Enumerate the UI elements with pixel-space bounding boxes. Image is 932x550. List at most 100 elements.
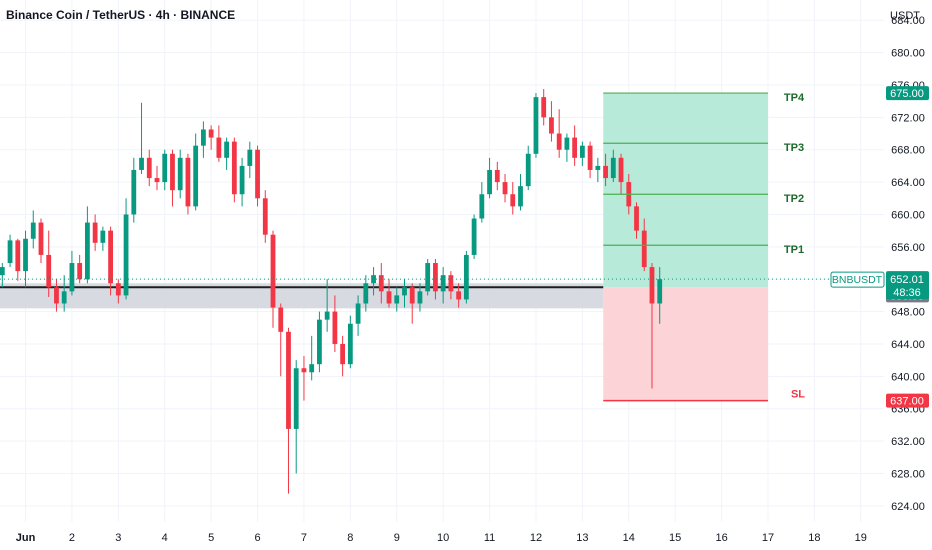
candle-body: [409, 287, 415, 304]
candle-body: [193, 145, 199, 207]
candle-body: [479, 194, 485, 219]
candle-body: [100, 230, 106, 243]
candles: [0, 89, 663, 494]
price-tick-label: 632.00: [891, 436, 925, 448]
candle-body: [549, 117, 554, 134]
candle-body: [425, 263, 431, 292]
time-tick-label: 14: [623, 532, 635, 544]
price-tick-label: 648.00: [891, 307, 925, 319]
candle-body: [309, 364, 315, 373]
position-zones: [603, 93, 768, 401]
time-tick-label: 5: [208, 532, 214, 544]
time-tick-label: 15: [669, 532, 681, 544]
time-tick-label: 8: [347, 532, 353, 544]
candle-body: [247, 149, 253, 166]
price-tick-label: 672.00: [891, 112, 925, 124]
chart-title: Binance Coin / TetherUS · 4h · BINANCE: [6, 8, 236, 22]
candle-body: [108, 230, 113, 284]
candle-body: [162, 153, 168, 183]
candle-body: [224, 141, 230, 158]
price-tick-label: 628.00: [891, 468, 925, 480]
candle-body: [317, 319, 322, 365]
price-tick-label: 668.00: [891, 145, 925, 157]
target-label: TP2: [784, 193, 804, 205]
target-label: TP1: [784, 244, 804, 256]
symbol-tag: BNBUSDT: [832, 274, 883, 286]
candle-body: [518, 186, 523, 207]
candle-body: [131, 169, 137, 215]
candle-body: [541, 97, 547, 118]
candle-body: [502, 182, 508, 195]
candle-countdown: 48:36: [893, 287, 921, 299]
candle-body: [231, 141, 237, 195]
candle-body: [38, 222, 44, 255]
target-price-badge: 675.00: [890, 88, 924, 100]
candle-body: [46, 254, 52, 288]
candle-body: [15, 240, 21, 272]
candle-body: [456, 291, 462, 300]
candle-body: [417, 291, 423, 304]
candle-body: [494, 169, 500, 183]
candle-body: [556, 133, 562, 150]
price-tick-label: 656.00: [891, 242, 925, 254]
candle-body: [347, 323, 353, 365]
candle-body: [649, 267, 655, 304]
price-tick-label: 684.00: [891, 15, 925, 27]
candle-body: [340, 343, 346, 365]
candle-body: [433, 263, 438, 292]
candle-body: [595, 165, 601, 170]
candle-body: [123, 214, 129, 296]
candle-body: [510, 194, 516, 207]
last-price-badge-bg: [886, 271, 929, 300]
candle-body: [146, 157, 152, 179]
time-tick-label: 16: [715, 532, 727, 544]
candle-body: [293, 368, 299, 429]
support-zone: [0, 283, 604, 309]
candle-body: [61, 291, 67, 304]
candle-body: [487, 169, 492, 195]
candle-body: [371, 275, 376, 284]
candle-body: [23, 238, 28, 272]
candle-body: [69, 263, 75, 292]
price-tick-label: 680.00: [891, 48, 925, 60]
time-tick-label: 9: [394, 532, 400, 544]
candle-body: [7, 240, 13, 264]
candle-body: [92, 222, 98, 243]
price-tick-label: 624.00: [891, 501, 925, 513]
time-tick-label: 4: [162, 532, 168, 544]
time-tick-label: 10: [437, 532, 449, 544]
candle-body: [0, 267, 5, 276]
candle-body: [84, 222, 90, 280]
time-axis[interactable]: Jun 2 3 4 5 6 7 8 9 10 11 12 13 14 15 16 17 18 19: [16, 532, 867, 544]
price-tick-label: 640.00: [891, 371, 925, 383]
candle-body: [572, 137, 578, 158]
candle-body: [657, 279, 663, 304]
candle-body: [603, 165, 608, 179]
candle-body: [618, 157, 624, 183]
candle-body: [587, 145, 593, 170]
candle-body: [440, 275, 446, 292]
price-tick-label: 644.00: [891, 339, 925, 351]
candle-body: [278, 307, 284, 332]
time-tick-label: 19: [855, 532, 867, 544]
candle-body: [332, 311, 338, 344]
target-label: TP4: [784, 92, 805, 104]
candle-body: [301, 368, 307, 373]
stop-price-badge-bg: [886, 393, 929, 408]
time-tick-label: Jun: [16, 532, 36, 544]
candle-body: [641, 230, 647, 268]
time-tick-label: 13: [576, 532, 588, 544]
candle-body: [286, 331, 291, 429]
candle-body: [363, 283, 369, 304]
candle-body: [201, 129, 206, 146]
stop-label: SL: [791, 389, 805, 401]
time-tick-label: 7: [301, 532, 307, 544]
target-label: TP3: [784, 142, 804, 154]
time-tick-label: 11: [484, 532, 495, 544]
time-tick-label: 18: [808, 532, 820, 544]
candle-body: [154, 178, 160, 183]
candle-body: [185, 157, 191, 207]
candle-body: [355, 303, 361, 324]
